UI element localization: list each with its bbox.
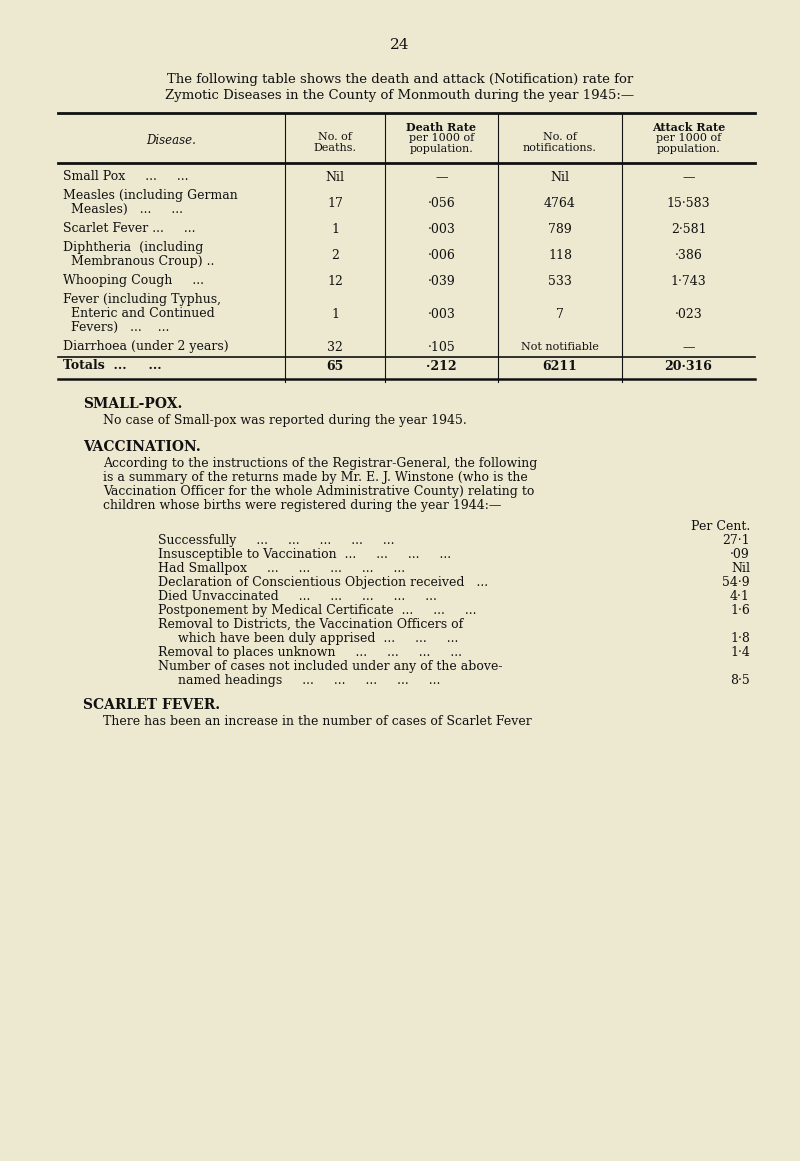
Text: 6211: 6211 (542, 360, 578, 373)
Text: 7: 7 (556, 308, 564, 320)
Text: 1: 1 (331, 308, 339, 320)
Text: is a summary of the returns made by Mr. E. J. Winstone (who is the: is a summary of the returns made by Mr. … (103, 471, 528, 484)
Text: Removal to places unknown     ...     ...     ...     ...: Removal to places unknown ... ... ... ..… (158, 646, 462, 659)
Text: 65: 65 (326, 360, 344, 373)
Text: —: — (682, 341, 694, 354)
Text: Diarrhoea (under 2 years): Diarrhoea (under 2 years) (63, 340, 229, 353)
Text: notifications.: notifications. (523, 143, 597, 153)
Text: ·09: ·09 (730, 548, 750, 561)
Text: 1·4: 1·4 (730, 646, 750, 659)
Text: 8·5: 8·5 (730, 675, 750, 687)
Text: population.: population. (410, 144, 474, 154)
Text: 4764: 4764 (544, 197, 576, 210)
Text: Enteric and Continued: Enteric and Continued (63, 307, 214, 320)
Text: Nil: Nil (550, 171, 570, 183)
Text: SCARLET FEVER.: SCARLET FEVER. (83, 698, 220, 712)
Text: Attack Rate: Attack Rate (652, 122, 725, 134)
Text: ·006: ·006 (427, 248, 455, 262)
Text: 1: 1 (331, 223, 339, 236)
Text: Fevers)   ...    ...: Fevers) ... ... (63, 320, 170, 334)
Text: Fever (including Typhus,: Fever (including Typhus, (63, 293, 221, 307)
Text: No. of: No. of (318, 132, 352, 142)
Text: Number of cases not included under any of the above-: Number of cases not included under any o… (158, 659, 502, 673)
Text: 789: 789 (548, 223, 572, 236)
Text: No case of Small-pox was reported during the year 1945.: No case of Small-pox was reported during… (103, 414, 466, 427)
Text: 533: 533 (548, 275, 572, 288)
Text: Declaration of Conscientious Objection received   ...: Declaration of Conscientious Objection r… (158, 576, 488, 589)
Text: Small Pox     ...     ...: Small Pox ... ... (63, 170, 189, 183)
Text: Per Cent.: Per Cent. (690, 520, 750, 533)
Text: ·039: ·039 (428, 275, 455, 288)
Text: ·003: ·003 (427, 223, 455, 236)
Text: per 1000 of: per 1000 of (409, 134, 474, 143)
Text: 20·316: 20·316 (665, 360, 713, 373)
Text: 1·743: 1·743 (670, 275, 706, 288)
Text: The following table shows the death and attack (Notification) rate for: The following table shows the death and … (167, 73, 633, 86)
Text: Successfully     ...     ...     ...     ...     ...: Successfully ... ... ... ... ... (158, 534, 394, 547)
Text: per 1000 of: per 1000 of (656, 134, 721, 143)
Text: 54·9: 54·9 (722, 576, 750, 589)
Text: Nil: Nil (326, 171, 345, 183)
Text: Diphtheria  (including: Diphtheria (including (63, 241, 203, 254)
Text: children whose births were registered during the year 1944:—: children whose births were registered du… (103, 499, 502, 512)
Text: 12: 12 (327, 275, 343, 288)
Text: Insusceptible to Vaccination  ...     ...     ...     ...: Insusceptible to Vaccination ... ... ...… (158, 548, 451, 561)
Text: —: — (435, 171, 448, 183)
Text: which have been duly apprised  ...     ...     ...: which have been duly apprised ... ... ..… (158, 632, 458, 646)
Text: Died Unvaccinated     ...     ...     ...     ...     ...: Died Unvaccinated ... ... ... ... ... (158, 590, 437, 603)
Text: Had Smallpox     ...     ...     ...     ...     ...: Had Smallpox ... ... ... ... ... (158, 562, 405, 575)
Text: 32: 32 (327, 341, 343, 354)
Text: population.: population. (657, 144, 720, 154)
Text: 4·1: 4·1 (730, 590, 750, 603)
Text: —: — (682, 171, 694, 183)
Text: Totals  ...     ...: Totals ... ... (63, 359, 162, 372)
Text: 1·8: 1·8 (730, 632, 750, 646)
Text: Disease.: Disease. (146, 134, 197, 146)
Text: Membranous Croup) ..: Membranous Croup) .. (63, 255, 214, 268)
Text: According to the instructions of the Registrar-General, the following: According to the instructions of the Reg… (103, 457, 538, 470)
Text: Vaccination Officer for the whole Administrative County) relating to: Vaccination Officer for the whole Admini… (103, 485, 534, 498)
Text: Scarlet Fever ...     ...: Scarlet Fever ... ... (63, 222, 195, 235)
Text: ·386: ·386 (674, 248, 702, 262)
Text: Death Rate: Death Rate (406, 122, 477, 134)
Text: VACCINATION.: VACCINATION. (83, 440, 201, 454)
Text: There has been an increase in the number of cases of Scarlet Fever: There has been an increase in the number… (103, 715, 532, 728)
Text: Removal to Districts, the Vaccination Officers of: Removal to Districts, the Vaccination Of… (158, 618, 463, 630)
Text: 27·1: 27·1 (722, 534, 750, 547)
Text: named headings     ...     ...     ...     ...     ...: named headings ... ... ... ... ... (158, 675, 440, 687)
Text: ·003: ·003 (427, 308, 455, 320)
Text: ·023: ·023 (674, 308, 702, 320)
Text: Measles)   ...     ...: Measles) ... ... (63, 203, 183, 216)
Text: ·056: ·056 (428, 197, 455, 210)
Text: Deaths.: Deaths. (314, 143, 357, 153)
Text: 118: 118 (548, 248, 572, 262)
Text: 2·581: 2·581 (670, 223, 706, 236)
Text: 2: 2 (331, 248, 339, 262)
Text: Nil: Nil (731, 562, 750, 575)
Text: Postponement by Medical Certificate  ...     ...     ...: Postponement by Medical Certificate ... … (158, 604, 477, 616)
Text: Measles (including German: Measles (including German (63, 189, 238, 202)
Text: Not notifiable: Not notifiable (521, 342, 599, 353)
Text: ·212: ·212 (426, 360, 457, 373)
Text: Zymotic Diseases in the County of Monmouth during the year 1945:—: Zymotic Diseases in the County of Monmou… (166, 89, 634, 102)
Text: 24: 24 (390, 38, 410, 52)
Text: No. of: No. of (543, 132, 577, 142)
Text: ·105: ·105 (428, 341, 455, 354)
Text: 15·583: 15·583 (666, 197, 710, 210)
Text: 1·6: 1·6 (730, 604, 750, 616)
Text: SMALL-POX.: SMALL-POX. (83, 397, 182, 411)
Text: 17: 17 (327, 197, 343, 210)
Text: Whooping Cough     ...: Whooping Cough ... (63, 274, 204, 287)
